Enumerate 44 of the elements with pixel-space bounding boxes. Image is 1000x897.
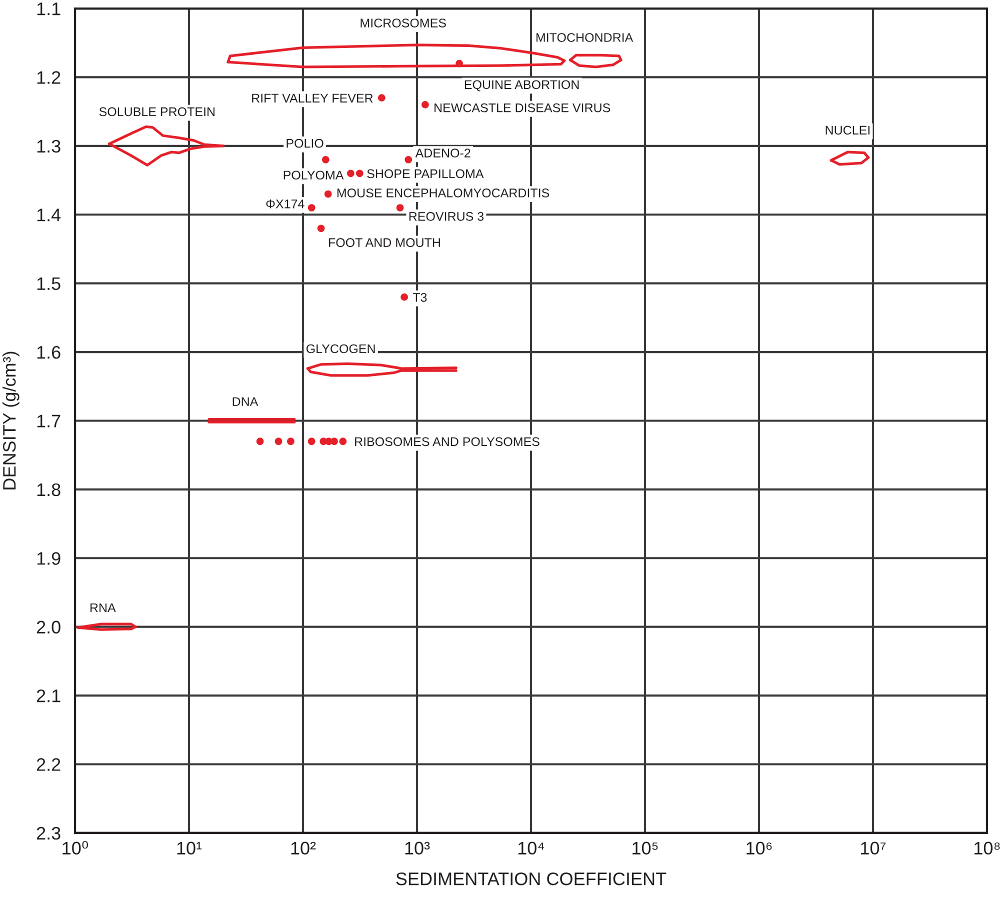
y-tick-label: 2.0 [36, 620, 60, 634]
y-tick-label: 1.2 [37, 71, 60, 84]
annotation: RIBOSOMES AND POLYSOMES [355, 437, 540, 446]
y-tick-label: 2.2 [36, 758, 60, 771]
annotation: DNA [232, 397, 258, 406]
x-tick-label: 10² [291, 842, 316, 855]
y-tick-label: 2.3 [36, 826, 60, 840]
annotation: NUCLEI [826, 126, 870, 135]
annotation: REOVIRUS 3 [409, 212, 484, 221]
x-tick-label: 10⁰ [62, 840, 88, 855]
x-tick-label: 10⁷ [861, 842, 886, 855]
y-tick-label: 1.6 [37, 346, 60, 359]
annotation: T3 [412, 292, 427, 302]
annotation: SOLUBLE PROTEIN [99, 107, 214, 116]
annotation: ΦX174 [266, 200, 304, 208]
annotation: RIFT VALLEY FEVER [252, 94, 373, 102]
annotation: GLYCOGEN [306, 344, 375, 354]
x-tick-label: 10³ [405, 842, 430, 855]
y-tick-label: 1.1 [37, 2, 60, 16]
x-tick-label: 10⁸ [974, 842, 1000, 855]
annotation: EQUINE ABORTION [464, 80, 579, 92]
annotation: FOOT AND MOUTH [329, 238, 440, 248]
y-tick-label: 2.1 [36, 689, 60, 702]
annotation: POLIO [286, 138, 324, 148]
x-tick-label: 10⁶ [746, 842, 772, 855]
x-tick-label: 10⁴ [518, 842, 544, 855]
x-tick-label: 10⁵ [632, 842, 658, 855]
y-tick-label: 1.3 [37, 140, 60, 153]
x-axis-title: SEDIMENTATION COEFFICIENT [396, 872, 666, 886]
y-tick-label: 1.7 [37, 414, 60, 428]
annotation: POLYOMA [284, 170, 344, 180]
y-tick-label: 1.5 [37, 277, 60, 290]
annotation: RNA [90, 603, 116, 612]
y-tick-label: 1.4 [37, 208, 61, 222]
annotation: SHOPE PAPILLOMA [367, 169, 484, 178]
annotation: NEWCASTLE DISEASE VIRUS [434, 103, 610, 112]
y-tick-label: 1.8 [37, 483, 60, 496]
x-tick-label: 10¹ [177, 842, 202, 855]
y-tick-label: 1.9 [37, 552, 60, 565]
annotation: MITOCHONDRIA [536, 33, 634, 42]
annotation: MICROSOMES [360, 18, 446, 28]
annotation: ADENO-2 [415, 148, 470, 158]
annotation: MOUSE ENCEPHALOMYOCARDITIS [337, 188, 550, 198]
y-axis-title: DENSITY (g/cm³) [2, 352, 20, 490]
